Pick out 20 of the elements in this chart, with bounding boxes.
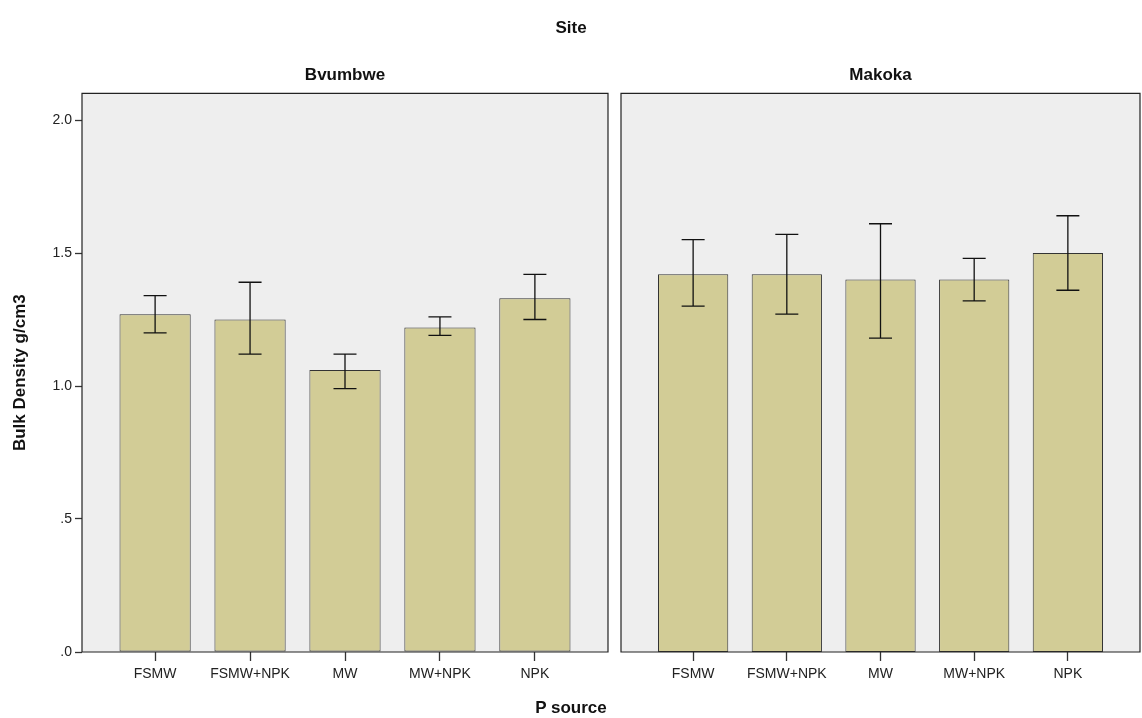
- x-tick-label: MW+NPK: [409, 665, 472, 682]
- chart-title: Makoka: [849, 64, 913, 84]
- y-axis-title: Bulk Density g/cm3: [9, 294, 29, 452]
- x-tick-label: NPK: [1053, 665, 1083, 682]
- x-tick-label: MW: [868, 665, 894, 682]
- x-tick-label: MW+NPK: [943, 665, 1006, 682]
- chart-title: Bvumbwe: [304, 64, 386, 84]
- x-tick-label: FSMW: [671, 665, 716, 682]
- x-tick-label: FSMW+NPK: [746, 665, 828, 682]
- y-tick-label: 1.0: [52, 376, 73, 393]
- y-tick-label: 1.5: [52, 243, 73, 260]
- x-tick-label: FSMW+NPK: [210, 665, 291, 682]
- x-tick-label: FSMW: [133, 665, 178, 682]
- y-tick-label: .0: [60, 642, 73, 659]
- text: Site: [554, 18, 588, 38]
- x-tick-label: MW: [332, 665, 359, 682]
- x-axis-title: P source: [534, 698, 608, 718]
- y-tick-label: .5: [60, 509, 73, 526]
- y-tick-label: 2.0: [52, 110, 73, 127]
- x-tick-label: NPK: [520, 665, 550, 682]
